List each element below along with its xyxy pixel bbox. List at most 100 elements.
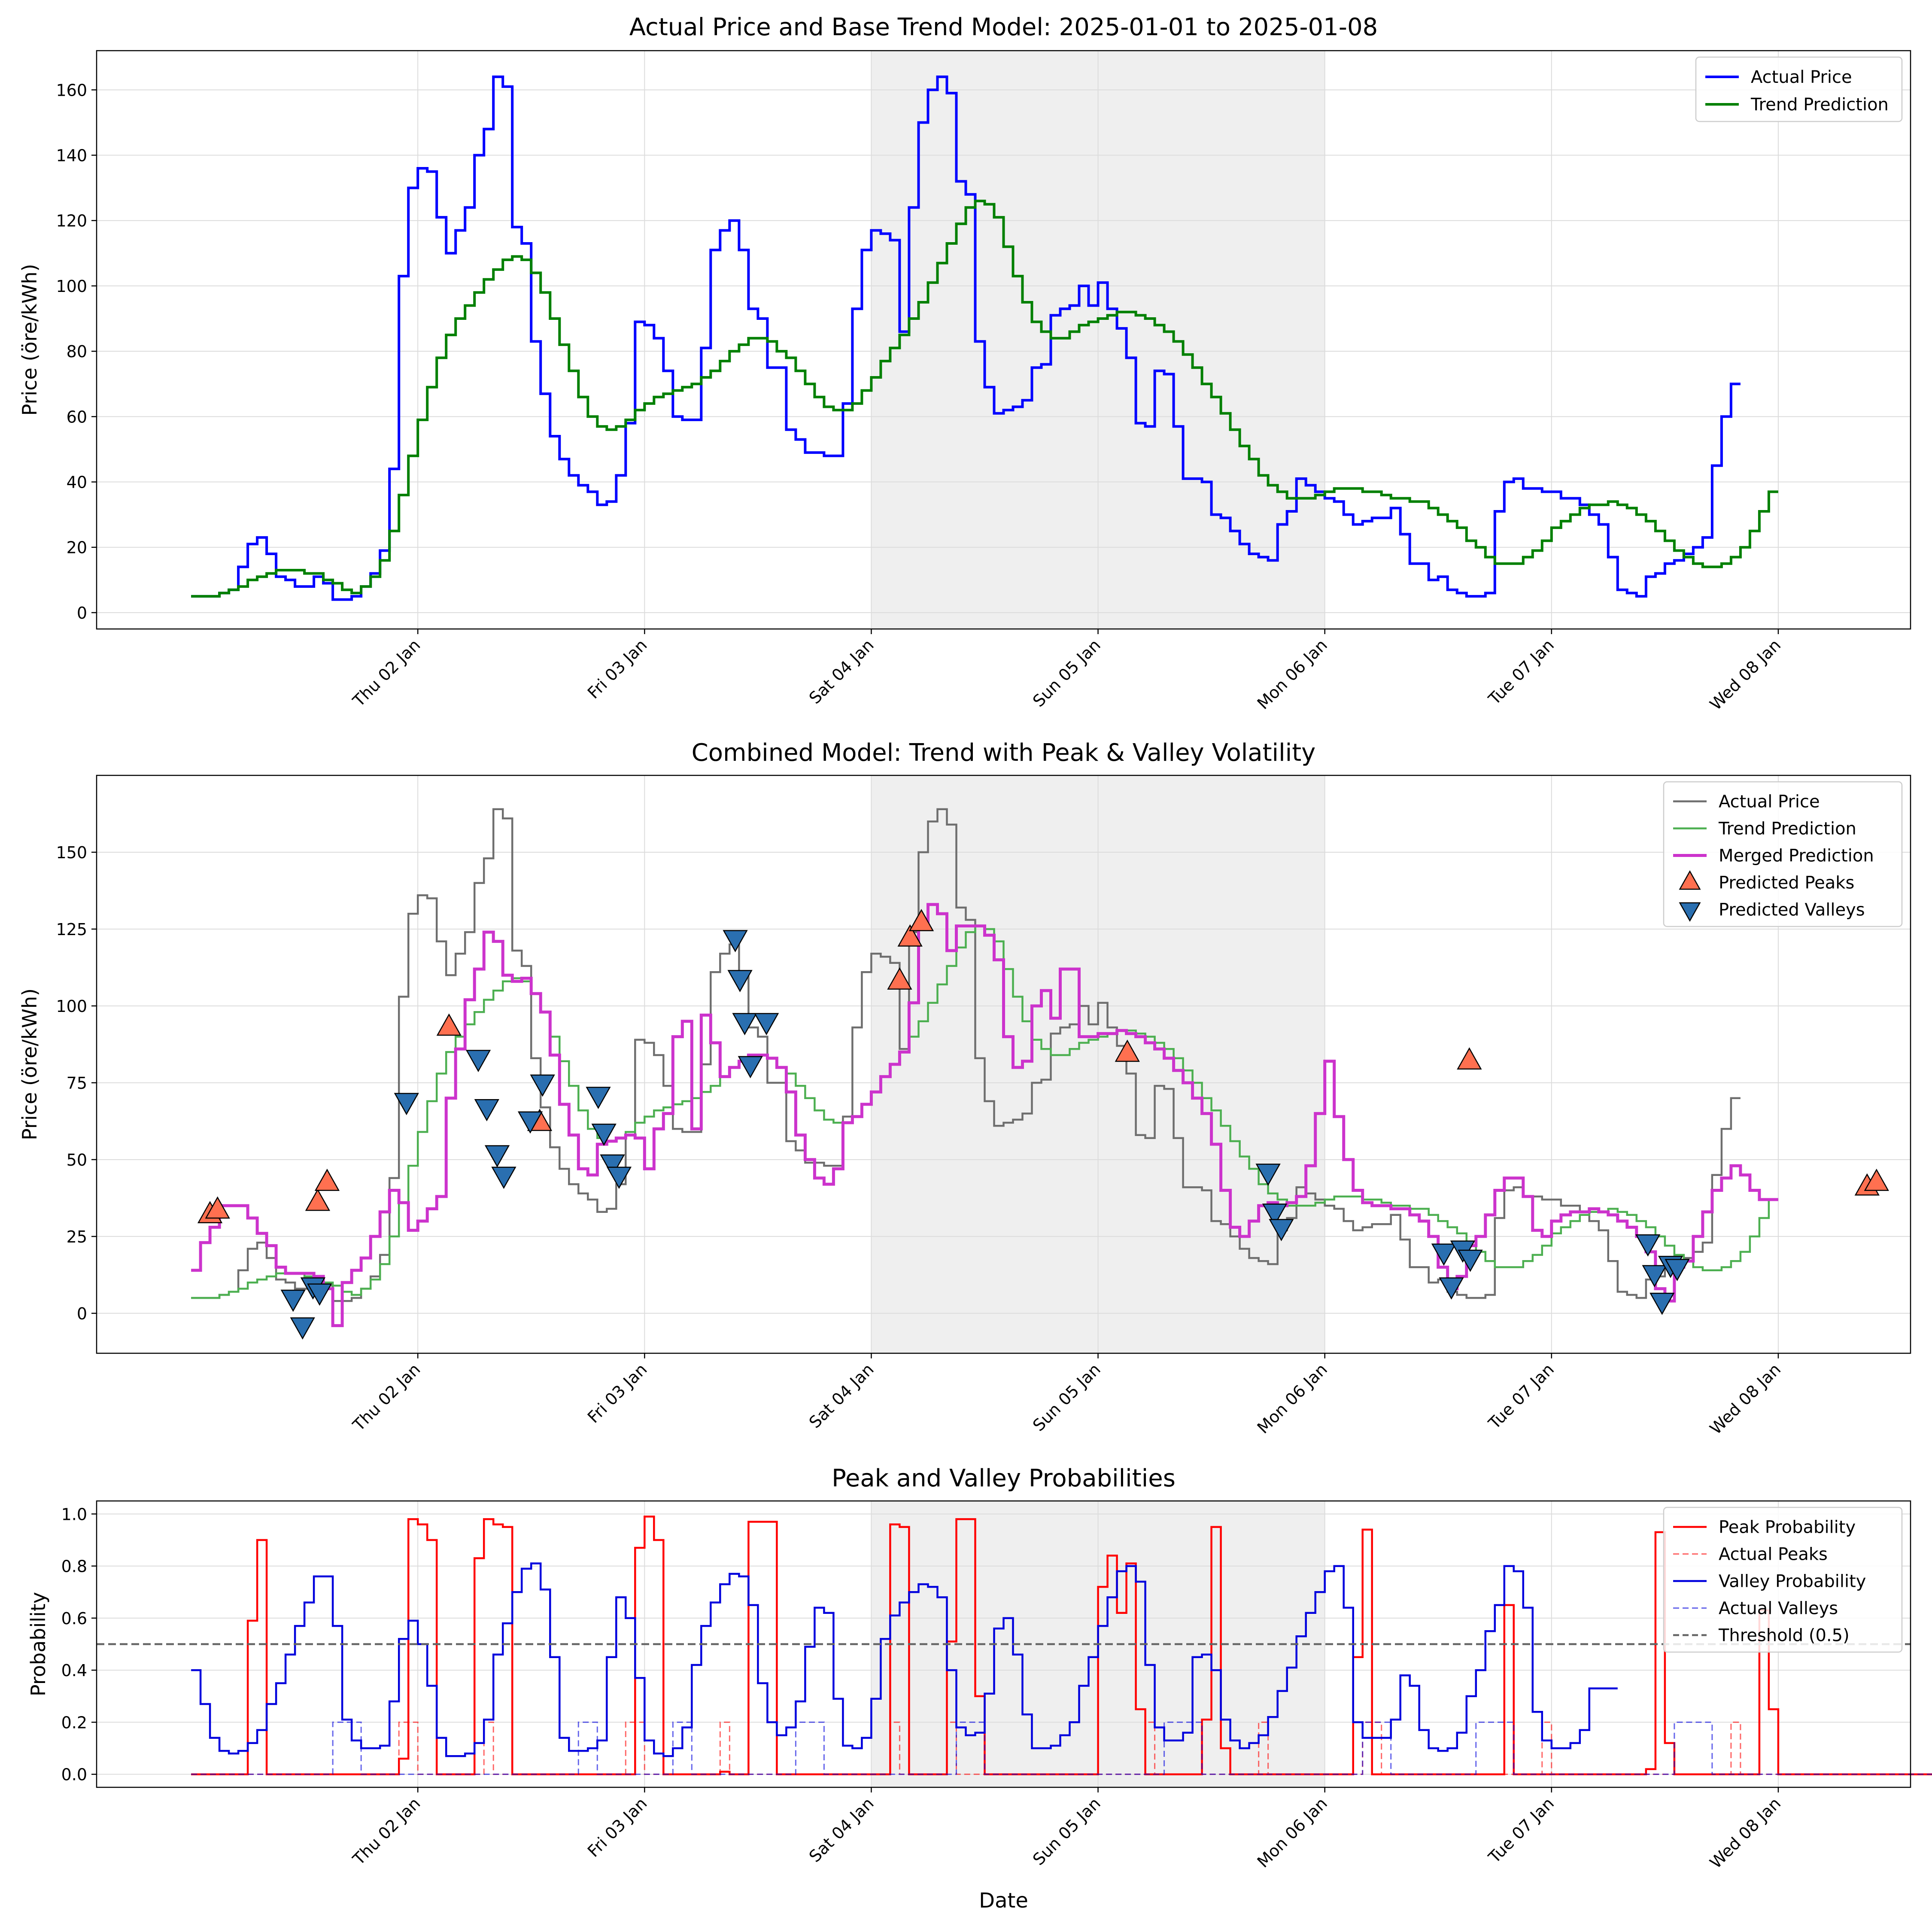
y-tick-label: 20 [67,538,87,557]
legend-box [1663,1507,1903,1653]
x-axis-label: Date [979,1889,1028,1913]
predicted-valley-marker [1262,1203,1288,1226]
x-tick-label: Fri 03 Jan [584,1360,651,1427]
panel-title: Actual Price and Base Trend Model: 2025-… [629,13,1378,41]
actual-price-line [191,808,1741,1302]
predicted-peak-marker [908,909,934,931]
predicted-valley-marker [723,930,748,953]
predicted-peak-marker [1457,1047,1482,1070]
predicted-valley-marker [280,1289,306,1312]
x-tick-label: Wed 08 Jan [1706,635,1784,714]
series-group [191,808,1889,1340]
y-tick-label: 75 [67,1074,87,1093]
legend-label: Trend Prediction [1718,819,1856,839]
predicted-valley-marker [1439,1277,1464,1300]
y-tick-label: 140 [56,146,87,165]
legend-label: Actual Price [1751,67,1852,87]
legend-label: Peak Probability [1719,1518,1856,1537]
y-tick-label: 1.0 [61,1505,87,1524]
legend: Actual Price Trend Prediction Merged Predi… [1663,781,1903,927]
predicted-valley-marker [1649,1293,1675,1315]
legend-box [1695,56,1903,122]
legend-label: Predicted Peaks [1719,873,1854,893]
x-tick-label: Tue 07 Jan [1485,1360,1558,1433]
actual-price-line [191,75,1741,601]
y-tick-label: 100 [56,997,87,1016]
legend: Peak Probability Actual Peaks Valley Proba… [1663,1507,1903,1653]
y-axis: 0.0 0.2 0.4 0.6 0.8 1.0 [61,1505,97,1784]
x-tick-label: Thu 02 Jan [349,1794,424,1869]
predicted-valley-marker [600,1154,625,1177]
predicted-valley-marker [1665,1259,1690,1282]
predicted-valley-marker [530,1074,555,1097]
panel-title: Peak and Valley Probabilities [832,1464,1176,1492]
legend-label: Trend Prediction [1750,95,1889,115]
y-tick-label: 150 [56,843,87,862]
legend-label: Actual Price [1719,792,1820,812]
x-tick-label: Fri 03 Jan [584,635,651,702]
y-tick-label: 160 [56,81,87,100]
x-axis: Thu 02 Jan Fri 03 Jan Sat 04 Jan Sun 05 Jan… [349,1787,1784,1872]
x-tick-label: Sat 04 Jan [805,1794,878,1866]
plot-frame [96,1500,1911,1788]
y-tick-label: 25 [67,1227,87,1246]
legend-label: Predicted Valleys [1719,900,1865,920]
predicted-valley-marker [1635,1234,1661,1257]
x-axis: Thu 02 Jan Fri 03 Jan Sat 04 Jan Sun 05 Jan… [349,629,1784,714]
y-tick-label: 50 [67,1151,87,1170]
predicted-valley-marker [307,1283,332,1306]
probabilities-panel: 0.0 0.2 0.4 0.6 0.8 1.0 Thu 02 Jan Fri 03 Jan Sa… [27,1464,1932,1913]
series-group [191,75,1778,601]
predicted-valley-marker [394,1093,419,1115]
x-tick-label: Mon 06 Jan [1254,635,1331,713]
y-tick-label: 0.0 [61,1765,87,1784]
price-trend-panel: 0 20 40 60 80 100 120 140 160 Thu 02 Jan Fri 03 Ja… [18,13,1911,714]
x-tick-label: Tue 07 Jan [1485,1794,1558,1867]
predicted-peak-marker [305,1188,331,1211]
predicted-valley-marker [491,1166,516,1189]
predicted-valley-marker [1269,1219,1294,1242]
x-tick-label: Fri 03 Jan [584,1794,651,1861]
gridlines-vertical [417,775,1779,1353]
x-tick-label: Mon 06 Jan [1254,1794,1331,1871]
y-tick-label: 0.4 [61,1661,87,1680]
y-axis-label: Price (öre/kWh) [18,988,41,1140]
legend-label: Merged Prediction [1719,846,1874,866]
predicted-valley-marker [1431,1243,1457,1266]
combined-model-panel: 0 25 50 75 100 125 150 Thu 02 Jan Fri 03 Jan Sat … [18,739,1911,1438]
predicted-peak-marker [897,924,923,947]
legend-label: Actual Peaks [1719,1545,1828,1564]
predicted-valley-marker [586,1087,611,1109]
predicted-valley-marker [606,1166,632,1189]
x-tick-label: Sat 04 Jan [805,1360,878,1432]
predicted-valley-marker [474,1099,499,1121]
predicted-valley-marker [1458,1249,1483,1272]
x-tick-label: Sun 05 Jan [1029,635,1104,711]
y-tick-label: 125 [56,920,87,939]
y-tick-label: 100 [56,277,87,296]
x-tick-label: Wed 08 Jan [1706,1794,1784,1872]
x-axis: Thu 02 Jan Fri 03 Jan Sat 04 Jan Sun 05 Jan… [349,1353,1784,1438]
y-axis-label: Probability [27,1592,50,1696]
y-tick-label: 0.2 [61,1713,87,1732]
predicted-valley-marker [591,1124,617,1146]
x-tick-label: Sun 05 Jan [1029,1360,1104,1435]
predicted-peak-marker [314,1169,340,1191]
y-tick-label: 0 [77,604,87,623]
predicted-peak-marker [205,1196,230,1219]
predicted-valley-marker [754,1013,779,1036]
predicted-valley-marker [738,1056,763,1078]
y-axis: 0 20 40 60 80 100 120 140 160 [56,81,97,623]
legend-swatch [1679,902,1701,922]
predicted-valley-marker [1255,1163,1281,1186]
y-tick-label: 0.6 [61,1609,87,1628]
legend-label: Valley Probability [1719,1572,1866,1592]
predicted-valley-marker [465,1050,491,1072]
legend: Actual Price Trend Prediction [1695,56,1903,122]
legend-label: Threshold (0.5) [1718,1626,1850,1646]
gridlines-vertical [417,51,1779,629]
y-tick-label: 120 [56,212,87,231]
legend-box [1663,781,1903,927]
predicted-valley-marker [727,970,753,993]
